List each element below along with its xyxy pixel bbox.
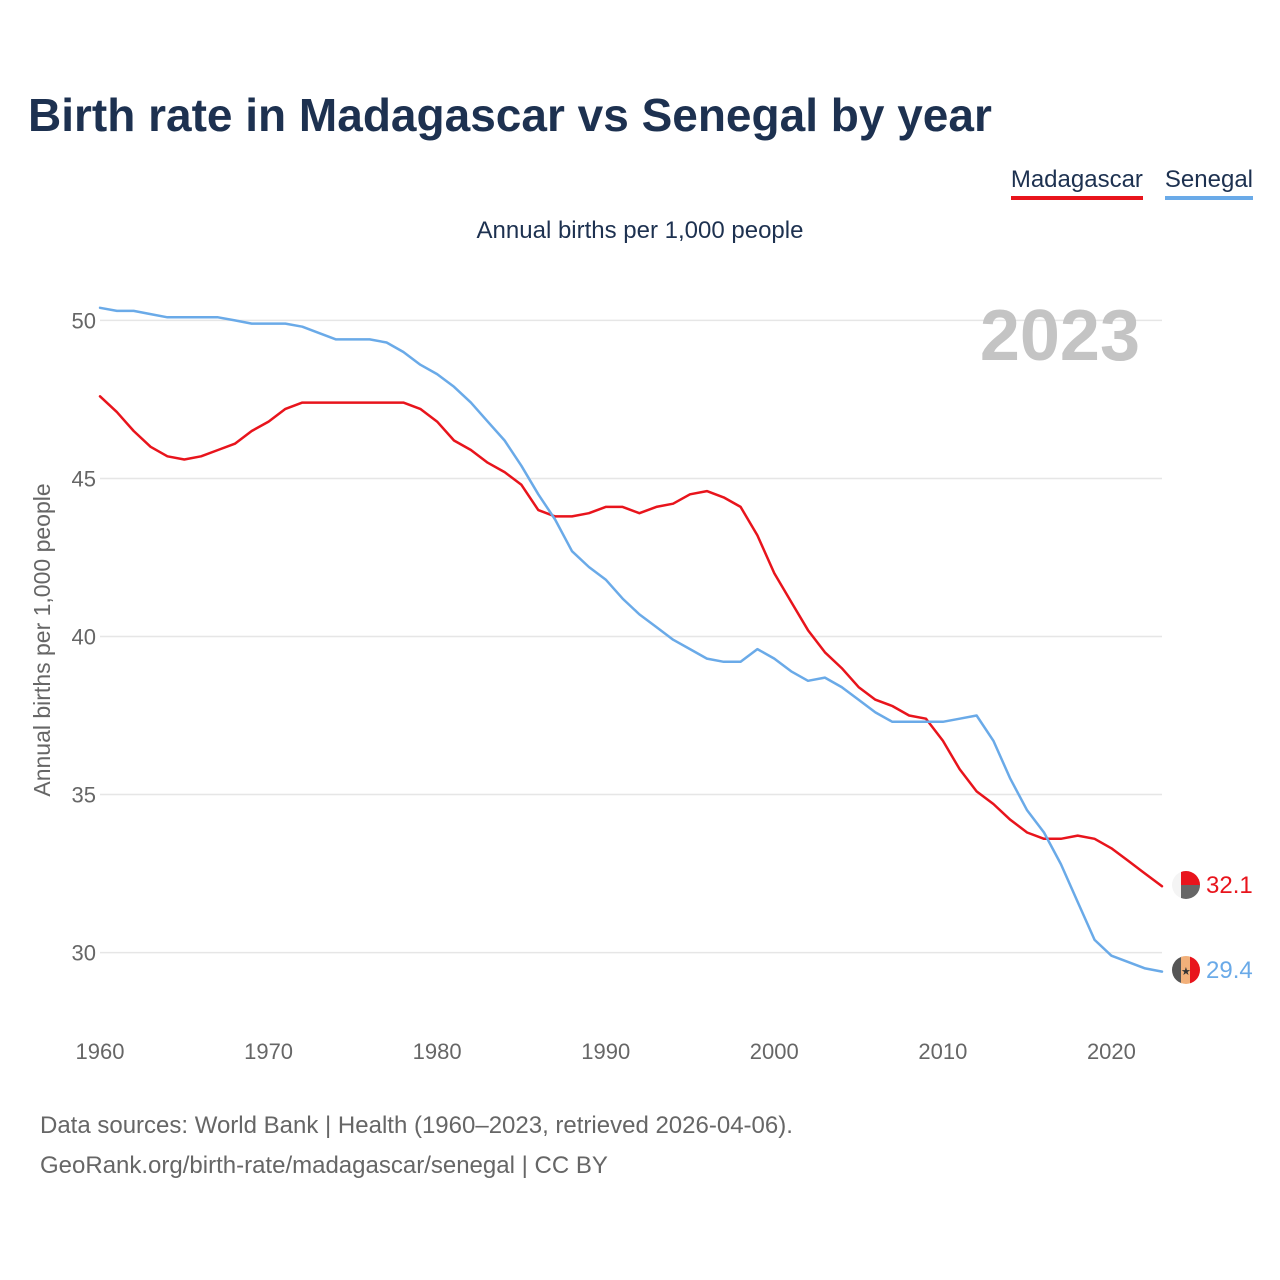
legend: Madagascar Senegal [1010,166,1253,200]
legend-item-senegal[interactable]: Senegal [1164,166,1253,200]
series-line-senegal [98,306,1164,973]
madagascar-end-label: 32.1 [1206,872,1253,899]
x-tick-label-2010: 2010 [918,1039,967,1064]
y-tick-label-40: 40 [72,625,96,650]
y-axis-label: Annual births per 1,000 people [29,483,55,796]
y-tick-label-35: 35 [72,783,96,808]
legend-item-madagascar[interactable]: Madagascar [1010,166,1143,200]
x-tick-label-2000: 2000 [750,1039,799,1064]
x-tick-label-1970: 1970 [244,1039,293,1064]
series-lines [98,306,1164,973]
y-tick-label-50: 50 [72,308,96,333]
y-axis-ticks: 30 35 40 45 50 [72,308,96,965]
madagascar-flag-icon [1172,871,1200,899]
y-tick-label-45: 45 [72,466,96,491]
source-link[interactable]: GeoRank.org/birth-rate/madagascar/senega… [40,1152,608,1179]
senegal-flag-icon: ★ [1172,956,1200,984]
footer: Data sources: World Bank | Health (1960–… [40,1106,793,1186]
chart-title: Birth rate in Madagascar vs Senegal by y… [28,89,992,141]
svg-text:★: ★ [1181,965,1191,978]
grid-lines [100,319,1162,954]
year-watermark: 2023 [980,296,1140,376]
x-tick-label-1960: 1960 [76,1039,125,1064]
x-tick-label-1990: 1990 [581,1039,630,1064]
x-tick-label-1980: 1980 [413,1039,462,1064]
chart-subtitle: Annual births per 1,000 people [476,217,804,244]
senegal-end-label: 29.4 [1206,957,1253,984]
x-tick-label-2020: 2020 [1087,1039,1136,1064]
y-tick-label-30: 30 [72,941,96,966]
data-source-note: Data sources: World Bank | Health (1960–… [40,1112,793,1139]
series-line-madagascar [98,395,1164,888]
x-axis-ticks: 1960 1970 1980 1990 2000 2010 2020 [76,1039,1136,1064]
